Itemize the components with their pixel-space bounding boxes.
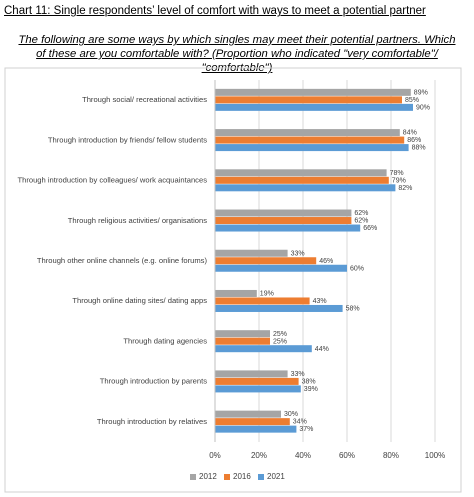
bar <box>215 136 405 144</box>
bar <box>215 169 387 177</box>
bar <box>215 337 270 345</box>
chart-border <box>4 67 462 493</box>
bar <box>215 103 413 111</box>
value-label: 62% <box>354 210 368 217</box>
value-label: 25% <box>273 338 287 345</box>
value-label: 58% <box>346 306 360 313</box>
value-label: 66% <box>363 225 377 232</box>
x-tick-label: 100% <box>425 451 445 460</box>
bar <box>215 410 281 418</box>
legend-label: 2016 <box>233 472 251 481</box>
value-label: 39% <box>304 386 318 393</box>
bar <box>215 209 352 217</box>
legend-label: 2012 <box>199 472 217 481</box>
bar <box>215 224 361 232</box>
value-label: 85% <box>405 97 419 104</box>
bar <box>215 144 409 152</box>
value-label: 82% <box>398 185 412 192</box>
bar <box>215 385 301 393</box>
value-label: 44% <box>315 346 329 353</box>
x-tick-label: 40% <box>295 451 311 460</box>
bar <box>215 304 343 312</box>
y-tick-label: Through other online channels (e.g. onli… <box>37 256 208 265</box>
bar <box>215 297 310 305</box>
bar <box>215 425 297 433</box>
bar <box>215 289 257 297</box>
legend-label: 2021 <box>267 472 285 481</box>
bar <box>215 96 402 104</box>
y-tick-label: Through online dating sites/ dating apps <box>72 296 207 305</box>
x-tick-label: 60% <box>339 451 355 460</box>
bar <box>215 184 396 192</box>
value-label: 30% <box>284 411 298 418</box>
legend-swatch <box>190 474 196 480</box>
value-label: 86% <box>407 137 421 144</box>
y-tick-label: Through introduction by friends/ fellow … <box>48 135 207 144</box>
bar <box>215 176 389 184</box>
bar <box>215 264 347 272</box>
bar <box>215 330 270 338</box>
bar <box>215 257 317 265</box>
value-label: 33% <box>291 250 305 257</box>
x-tick-label: 80% <box>383 451 399 460</box>
y-tick-label: Through introduction by colleagues/ work… <box>17 176 207 185</box>
value-label: 25% <box>273 331 287 338</box>
value-label: 60% <box>350 265 364 272</box>
y-tick-label: Through dating agencies <box>123 336 207 345</box>
legend-swatch <box>258 474 264 480</box>
value-label: 37% <box>299 426 313 433</box>
value-label: 88% <box>412 145 426 152</box>
value-label: 79% <box>392 177 406 184</box>
bar <box>215 88 411 96</box>
bar <box>215 370 288 378</box>
value-label: 78% <box>390 170 404 177</box>
value-label: 84% <box>403 130 417 137</box>
value-label: 38% <box>302 379 316 386</box>
x-tick-label: 20% <box>251 451 267 460</box>
legend-swatch <box>224 474 230 480</box>
bar <box>215 418 290 426</box>
bar <box>215 249 288 257</box>
bar <box>215 377 299 385</box>
y-tick-label: Through introduction by relatives <box>97 417 207 426</box>
value-label: 33% <box>291 371 305 378</box>
value-label: 34% <box>293 419 307 426</box>
y-tick-label: Through social/ recreational activities <box>82 95 207 104</box>
chart-title: Chart 11: Single respondents’ level of c… <box>4 5 426 17</box>
value-label: 43% <box>313 298 327 305</box>
value-label: 62% <box>354 218 368 225</box>
bar <box>215 345 312 353</box>
x-tick-label: 0% <box>209 451 221 460</box>
value-label: 89% <box>414 89 428 96</box>
y-tick-label: Through introduction by parents <box>100 377 207 386</box>
bar <box>215 217 352 225</box>
value-label: 90% <box>416 104 430 111</box>
value-label: 46% <box>319 258 333 265</box>
bar <box>215 129 400 137</box>
value-label: 19% <box>260 291 274 298</box>
y-tick-label: Through religious activities/ organisati… <box>68 216 207 225</box>
